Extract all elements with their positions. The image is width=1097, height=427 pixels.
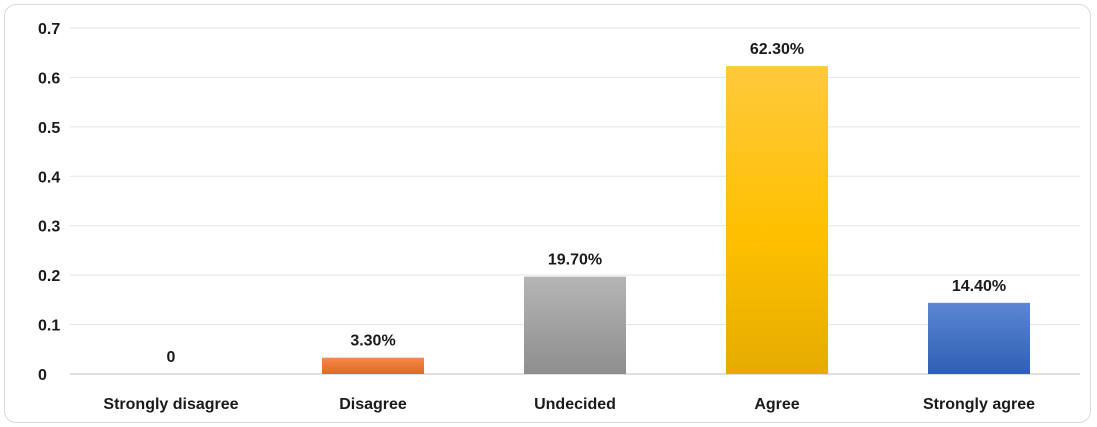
data-label: 19.70% (548, 252, 602, 269)
data-labels: 0 3.30% 19.70% 62.30% 14.40% (167, 41, 1007, 366)
bar-disagree (322, 357, 424, 374)
y-tick-label: 0.6 (38, 70, 60, 87)
bar-undecided (524, 276, 626, 374)
y-tick-label: 0.3 (38, 219, 60, 236)
gridlines (70, 27, 1080, 375)
y-tick-label: 0.7 (38, 21, 60, 38)
data-label: 62.30% (750, 41, 804, 58)
x-tick-label: Strongly agree (923, 396, 1035, 413)
y-tick-label: 0.2 (38, 268, 60, 285)
y-tick-label: 0.4 (38, 169, 60, 186)
data-label: 3.30% (350, 333, 395, 350)
bar-strongly-agree (928, 302, 1030, 374)
x-tick-label: Undecided (534, 396, 616, 413)
x-tick-label: Strongly disagree (103, 396, 238, 413)
bars (322, 66, 1030, 374)
y-tick-label: 0.1 (38, 318, 60, 335)
x-tick-label: Disagree (339, 396, 407, 413)
y-tick-label: 0.5 (38, 120, 60, 137)
data-label: 14.40% (952, 278, 1006, 295)
x-tick-label: Agree (754, 396, 799, 413)
y-axis: 0 0.1 0.2 0.3 0.4 0.5 0.6 0.7 (38, 21, 60, 384)
bar-agree (726, 66, 828, 374)
y-tick-label: 0 (38, 367, 47, 384)
data-label: 0 (167, 349, 176, 366)
x-axis: Strongly disagree Disagree Undecided Agree S… (103, 396, 1035, 413)
